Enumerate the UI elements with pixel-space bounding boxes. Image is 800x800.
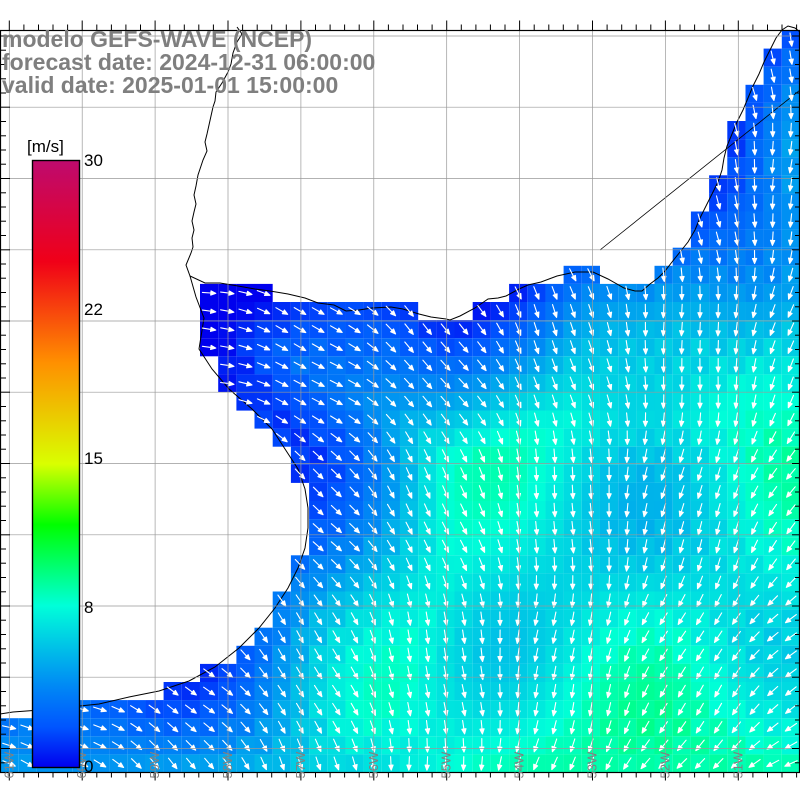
svg-text:57W: 57W: [293, 751, 308, 778]
svg-text:0: 0: [84, 757, 93, 776]
svg-text:valid date: 2025-01-01 15:00:0: valid date: 2025-01-01 15:00:00: [2, 72, 338, 98]
svg-text:[m/s]: [m/s]: [27, 137, 64, 156]
svg-text:61W: 61W: [1, 751, 16, 778]
svg-text:52W: 52W: [657, 751, 672, 778]
svg-text:30: 30: [84, 151, 103, 170]
svg-text:56W: 56W: [366, 751, 381, 778]
svg-text:22: 22: [84, 300, 103, 319]
svg-text:59W: 59W: [147, 751, 162, 778]
svg-text:53W: 53W: [585, 751, 600, 778]
svg-text:54W: 54W: [512, 751, 527, 778]
svg-text:58W: 58W: [220, 751, 235, 778]
svg-text:15: 15: [84, 449, 103, 468]
svg-text:51W: 51W: [730, 751, 745, 778]
svg-text:8: 8: [84, 598, 93, 617]
svg-text:55W: 55W: [439, 751, 454, 778]
